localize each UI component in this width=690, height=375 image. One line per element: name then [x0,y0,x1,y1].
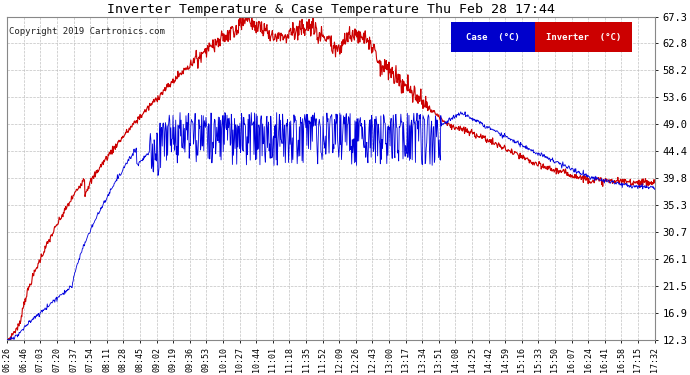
Text: Inverter  (°C): Inverter (°C) [546,33,621,42]
Text: Case  (°C): Case (°C) [466,33,520,42]
Title: Inverter Temperature & Case Temperature Thu Feb 28 17:44: Inverter Temperature & Case Temperature … [107,3,555,16]
Bar [535,22,632,53]
Text: Copyright 2019 Cartronics.com: Copyright 2019 Cartronics.com [8,27,164,36]
Bar [451,22,535,53]
